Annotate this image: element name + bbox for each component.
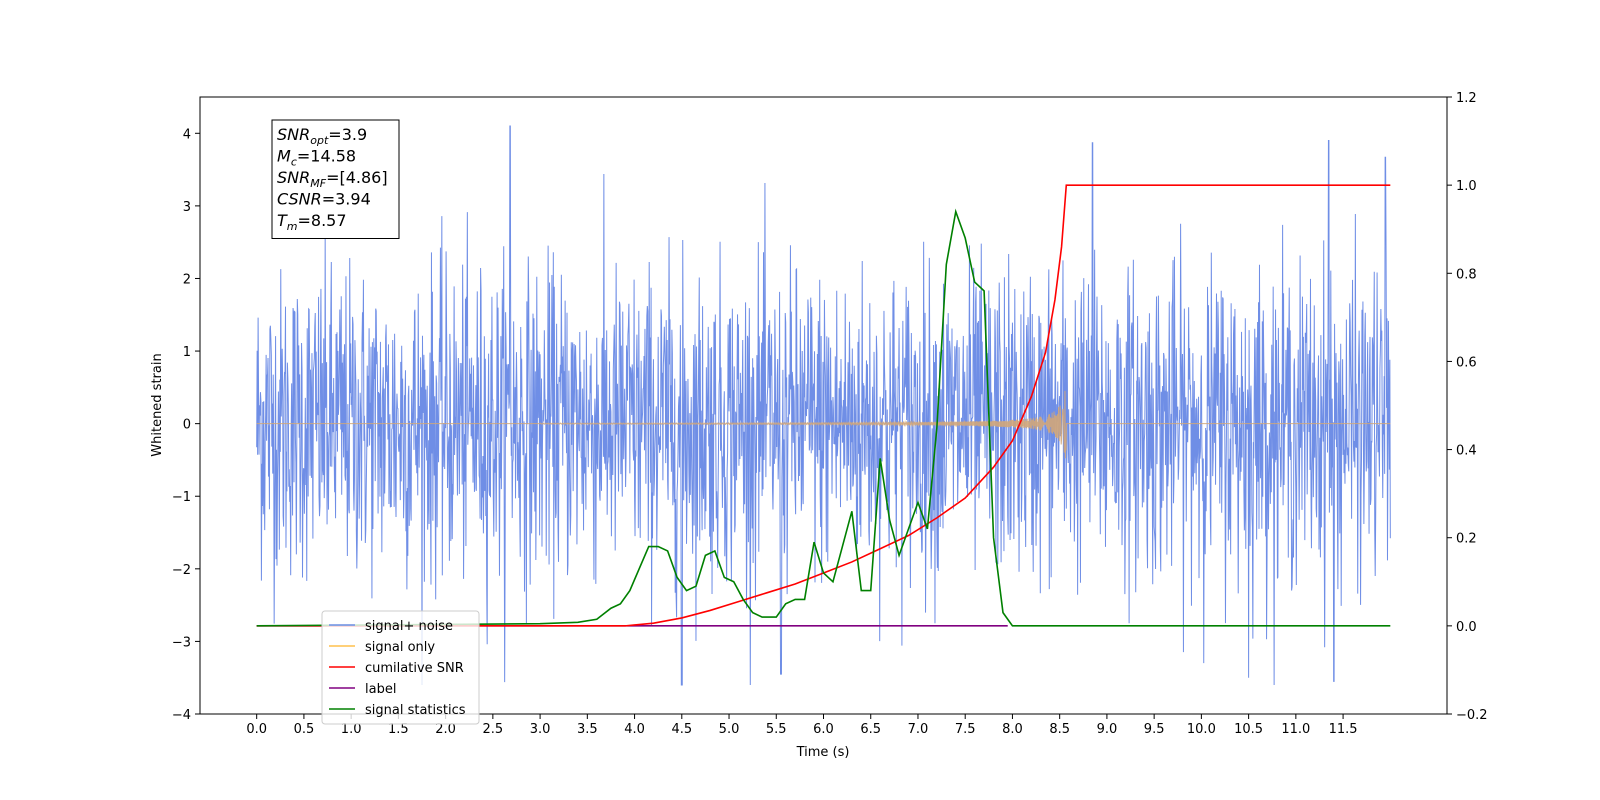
y2-tick-label: 0.6 — [1456, 355, 1477, 370]
x-tick-label: 11.5 — [1329, 722, 1358, 737]
y-axis-label: Whitened strain — [150, 353, 165, 456]
legend-label: cumilative SNR — [365, 661, 464, 676]
x-tick-label: 6.0 — [813, 722, 834, 737]
x-tick-label: 5.5 — [766, 722, 787, 737]
y2-tick-label: 0.8 — [1456, 267, 1477, 282]
x-tick-label: 1.0 — [341, 722, 362, 737]
x-tick-label: 2.0 — [435, 722, 456, 737]
x-tick-label: 0.0 — [246, 722, 267, 737]
legend-label: label — [365, 682, 396, 697]
x-tick-label: 5.0 — [719, 722, 740, 737]
y2-tick-label: 1.2 — [1456, 91, 1477, 106]
x-tick-label: 9.5 — [1144, 722, 1165, 737]
y-tick-label: −1 — [172, 490, 191, 505]
x-tick-label: 10.0 — [1187, 722, 1216, 737]
x-tick-label: 6.5 — [860, 722, 881, 737]
info-box-line: Mc=14.58 — [277, 147, 356, 169]
info-box-line: CSNR=3.94 — [277, 190, 371, 209]
y2-tick-label: 1.0 — [1456, 179, 1477, 194]
x-tick-label: 7.0 — [908, 722, 929, 737]
series-signal-statistics — [256, 208, 1391, 627]
y-tick-label: −4 — [172, 708, 191, 723]
y-tick-label: 0 — [183, 418, 191, 433]
y2-tick-label: −0.2 — [1456, 708, 1488, 723]
y-tick-label: 2 — [183, 272, 191, 287]
info-box-frame — [271, 119, 400, 239]
y-tick-label: −2 — [172, 563, 191, 578]
y2-tick-label: 0.0 — [1456, 620, 1477, 635]
y2-tick-label: 0.2 — [1456, 532, 1477, 547]
series-signal-noise — [256, 125, 1391, 686]
info-box-line: SNRMF=[4.86] — [277, 168, 388, 190]
legend: signal+ noise signal only cumilative SNR la… — [321, 610, 480, 725]
series-signal-only — [256, 390, 1391, 459]
y-axis-left: −4 −3 −2 −1 0 1 2 3 4 — [172, 127, 200, 723]
x-tick-label: 9.0 — [1097, 722, 1118, 737]
x-tick-label: 4.5 — [671, 722, 692, 737]
x-tick-label: 3.0 — [530, 722, 551, 737]
x-tick-label: 8.5 — [1049, 722, 1070, 737]
y-tick-label: 1 — [183, 345, 191, 360]
info-box-line: Tm=8.57 — [277, 211, 347, 233]
x-tick-label: 3.5 — [577, 722, 598, 737]
x-tick-label: 8.0 — [1002, 722, 1023, 737]
y2-tick-label: 0.4 — [1456, 444, 1477, 459]
y-axis-right: −0.2 0.0 0.2 0.4 0.6 0.8 1.0 1.2 — [1447, 91, 1488, 723]
legend-label: signal statistics — [365, 703, 466, 718]
x-axis: 0.0 0.5 1.0 1.5 2.0 2.5 3.0 3.5 4.0 4.5 5.0 5.5 6.0 6… — [246, 714, 1358, 737]
x-tick-label: 0.5 — [294, 722, 315, 737]
y-tick-label: 3 — [183, 200, 191, 215]
legend-label: signal+ noise — [365, 619, 453, 634]
y-tick-label: −3 — [172, 635, 191, 650]
x-tick-label: 11.0 — [1281, 722, 1310, 737]
x-tick-label: 1.5 — [388, 722, 409, 737]
series-cumulative-snr — [256, 184, 1391, 627]
x-tick-label: 10.5 — [1234, 722, 1263, 737]
x-tick-label: 7.5 — [955, 722, 976, 737]
x-axis-label: Time (s) — [796, 745, 850, 760]
info-box-line: SNRopt=3.9 — [277, 125, 367, 147]
legend-label: signal only — [365, 640, 435, 655]
x-tick-label: 2.5 — [483, 722, 504, 737]
legend-box — [321, 610, 480, 725]
plot-area — [256, 125, 1391, 686]
x-tick-label: 4.0 — [624, 722, 645, 737]
y-tick-label: 4 — [183, 127, 191, 142]
